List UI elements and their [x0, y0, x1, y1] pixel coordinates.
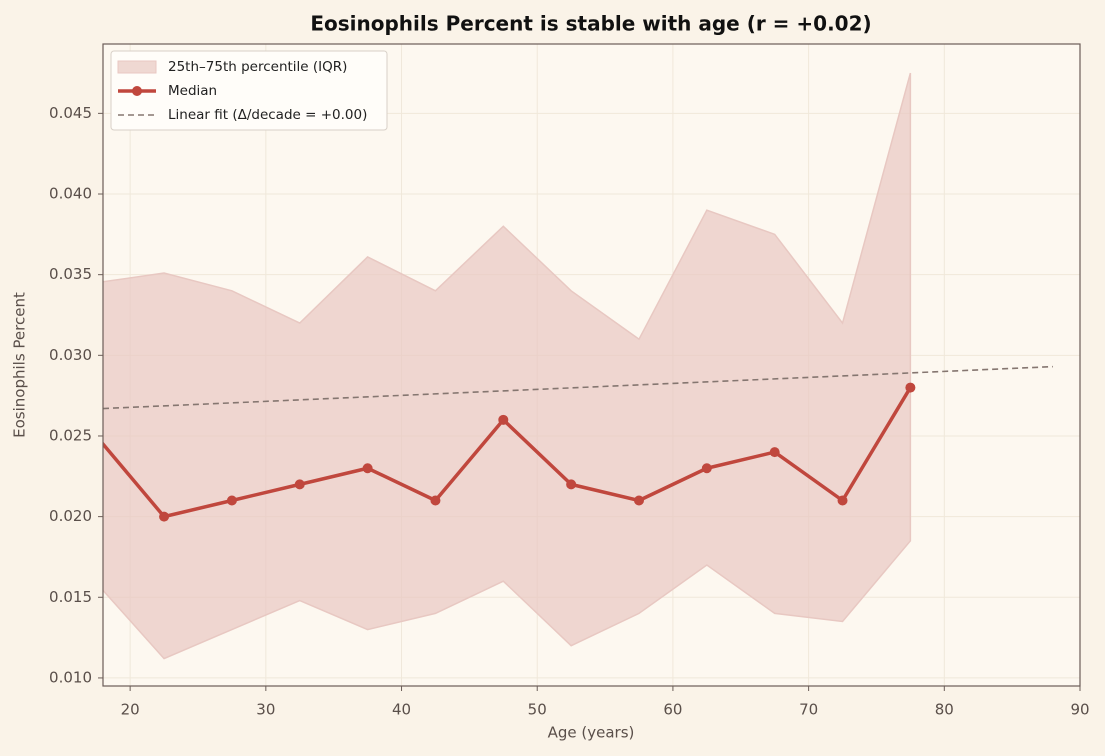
fit-line: [103, 365, 1053, 410]
legend-swatch: [117, 60, 157, 74]
x-tick-label: 20: [121, 701, 140, 719]
y-tick-label: 0.025: [49, 426, 92, 444]
median-point: [566, 479, 577, 490]
y-tick-label: 0.035: [49, 265, 92, 283]
x-tick-label: 70: [799, 701, 818, 719]
legend-label: Linear fit (Δ/decade = +0.00): [168, 107, 367, 123]
median-point: [837, 495, 848, 506]
plot: [103, 72, 1053, 660]
median-point: [905, 382, 916, 393]
x-tick-label: 30: [256, 701, 275, 719]
legend-label: 25th–75th percentile (IQR): [168, 59, 347, 75]
y-tick-label: 0.020: [49, 507, 92, 525]
legend-label: Median: [168, 83, 217, 99]
y-tick-label: 0.045: [49, 104, 92, 122]
y-tick-label: 0.015: [49, 588, 92, 606]
x-tick-label: 60: [663, 701, 682, 719]
x-tick-label: 80: [935, 701, 954, 719]
median-point: [701, 463, 712, 474]
y-axis-label: Eosinophils Percent: [11, 292, 29, 438]
legend-box: [110, 50, 388, 131]
x-tick-label: 40: [392, 701, 411, 719]
median-point: [498, 414, 509, 425]
median-point: [633, 495, 644, 506]
y-tick-label: 0.030: [49, 346, 92, 364]
iqr-band: [103, 72, 912, 660]
median-point: [362, 463, 373, 474]
x-tick-label: 90: [1070, 701, 1089, 719]
y-tick-label: 0.010: [49, 668, 92, 686]
x-tick-label: 50: [528, 701, 547, 719]
chart-title: Eosinophils Percent is stable with age (…: [310, 12, 871, 36]
legend-swatch: [132, 86, 142, 96]
median-point: [294, 479, 305, 490]
median-point: [769, 447, 780, 458]
legend: 25th–75th percentile (IQR) Median Linear f…: [110, 50, 388, 131]
plot-frame: [102, 43, 1081, 687]
median-point: [226, 495, 237, 506]
y-tick-label: 0.040: [49, 185, 92, 203]
x-axis-label: Age (years): [548, 724, 635, 742]
median-point: [159, 511, 170, 522]
median-point: [430, 495, 441, 506]
